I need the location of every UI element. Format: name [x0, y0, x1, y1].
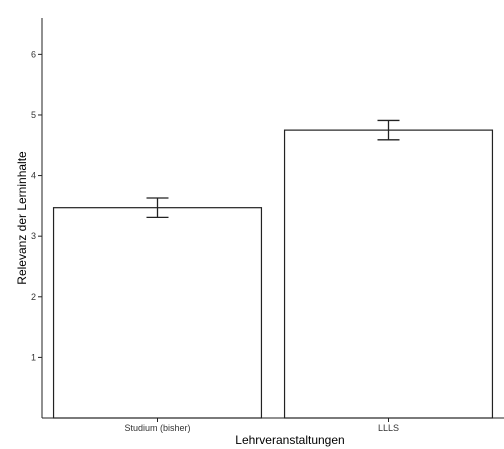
y-axis-title: Relevanz der Lerninhalte — [15, 151, 29, 285]
bars — [52, 129, 494, 419]
y-tick-label: 6 — [31, 49, 36, 59]
y-tick-label: 1 — [31, 352, 36, 362]
y-ticks: 1 2 3 4 5 6 — [31, 49, 42, 362]
bar — [283, 129, 494, 419]
x-axis-title: Lehrveranstaltungen — [235, 433, 344, 447]
y-tick-label: 3 — [31, 231, 36, 241]
y-tick-label: 2 — [31, 292, 36, 302]
x-tick-label: LLLS — [378, 423, 399, 433]
y-tick-label: 4 — [31, 171, 36, 181]
x-tick-label: Studium (bisher) — [124, 423, 190, 433]
bar — [52, 207, 263, 419]
error-bars — [146, 119, 400, 219]
y-tick-label: 5 — [31, 110, 36, 120]
x-ticks: Studium (bisher) LLLS — [124, 418, 399, 433]
